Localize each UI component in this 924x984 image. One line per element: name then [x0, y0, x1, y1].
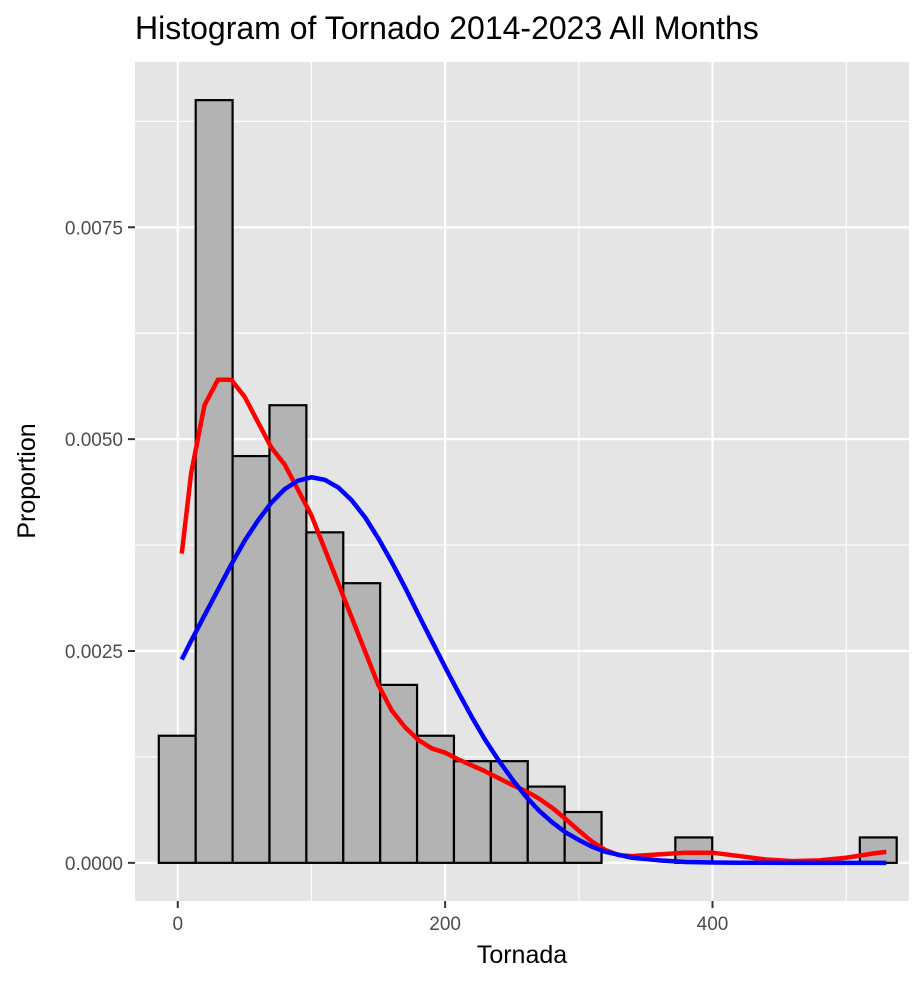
x-tick-label: 0 — [172, 914, 183, 935]
histogram-bar — [452, 760, 492, 864]
y-tick-label: 0.0050 — [65, 430, 123, 451]
histogram-bars — [157, 99, 898, 864]
density-curves — [179, 377, 887, 866]
y-tick-label: 0.0075 — [65, 218, 123, 239]
histogram-bar — [858, 836, 898, 864]
histogram-bar — [194, 99, 234, 864]
histogram-bar — [415, 734, 456, 864]
histogram-bar — [157, 734, 197, 864]
x-tick-label: 200 — [429, 914, 461, 935]
x-axis-title: Tornada — [477, 941, 567, 969]
y-tick-label: 0.0025 — [65, 642, 123, 663]
y-axis-title: Proportion — [13, 423, 41, 538]
x-tick-label: 400 — [697, 914, 729, 935]
density-curve-blue — [179, 475, 887, 866]
axes: 0 200 400 0.0000 0.0025 0.0050 0.0075 — [65, 218, 728, 935]
histogram-bar — [674, 836, 714, 864]
density-curve-red — [179, 377, 887, 864]
histogram-bar — [379, 683, 419, 864]
histogram-bar — [231, 454, 271, 864]
histogram-bar — [342, 582, 382, 864]
y-tick-label: 0.0000 — [65, 854, 123, 875]
chart-title: Histogram of Tornado 2014-2023 All Month… — [135, 10, 759, 46]
